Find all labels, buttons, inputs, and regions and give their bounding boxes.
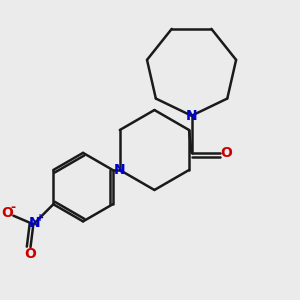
Text: +: +	[36, 213, 44, 223]
Text: N: N	[29, 216, 40, 230]
Text: N: N	[114, 163, 126, 177]
Text: N: N	[186, 109, 197, 123]
Text: O: O	[1, 206, 13, 220]
Text: O: O	[220, 146, 232, 160]
Text: O: O	[25, 247, 37, 261]
Text: -: -	[10, 201, 15, 214]
